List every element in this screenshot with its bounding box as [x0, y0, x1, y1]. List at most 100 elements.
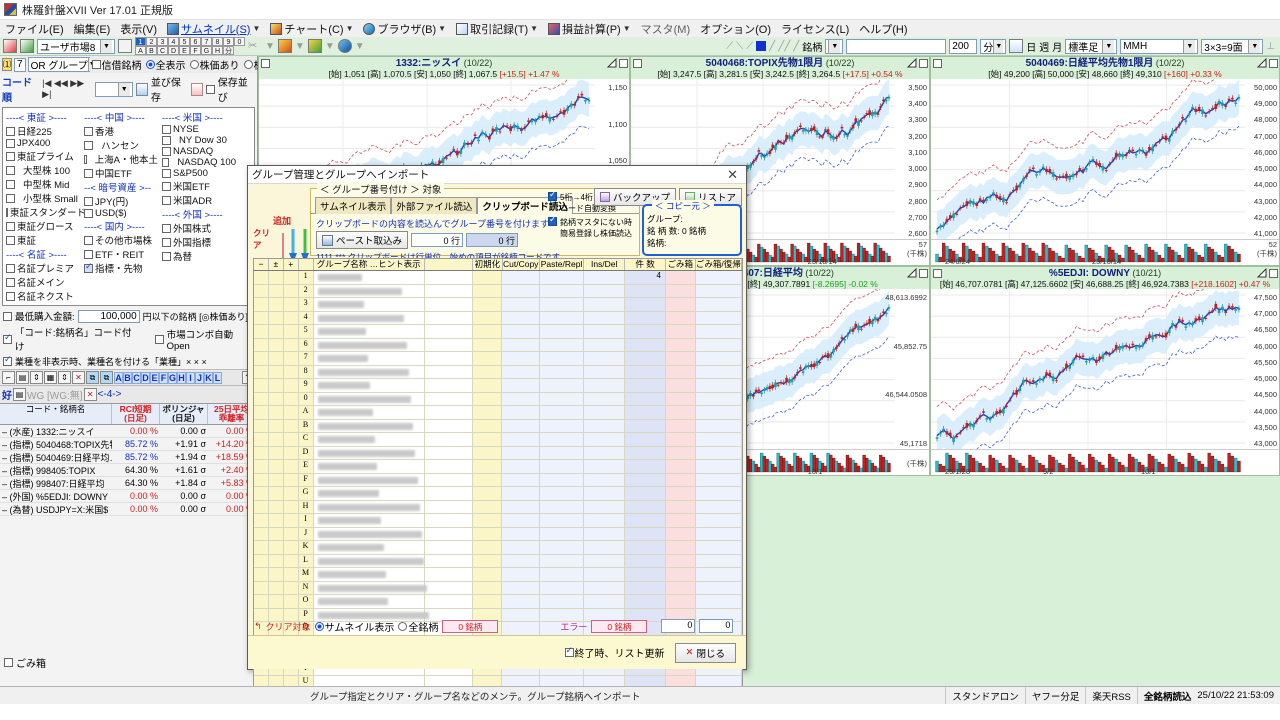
grid-row[interactable]: N [254, 581, 742, 595]
grid-cell[interactable] [584, 311, 625, 324]
grid-cell[interactable] [665, 581, 696, 594]
market-item-1-1[interactable]: 名証メイン [6, 275, 80, 289]
grid-cell[interactable] [424, 392, 473, 405]
list-icon[interactable]: ▦ [44, 371, 57, 384]
market-item-1-2[interactable]: 名証ネクスト [6, 289, 80, 303]
grid-row[interactable]: 6 [254, 338, 742, 352]
grid-cell[interactable] [472, 271, 503, 284]
grid-cell[interactable] [665, 487, 696, 500]
grid-cell[interactable] [665, 311, 696, 324]
grid-cell[interactable] [539, 514, 585, 527]
grid-cell[interactable] [539, 419, 585, 432]
grid-cell[interactable] [283, 365, 299, 378]
grid-cell[interactable] [472, 541, 503, 554]
grid-cell[interactable] [472, 392, 503, 405]
grid-cell[interactable] [624, 352, 666, 365]
grid-cell[interactable] [665, 284, 696, 297]
grid-cell[interactable] [539, 392, 585, 405]
delete-icon[interactable] [3, 39, 17, 53]
clear-radio-thumbnail[interactable]: サムネイル表示 [314, 619, 394, 634]
grid-cell[interactable] [665, 433, 696, 446]
grid-cell[interactable] [313, 595, 425, 608]
market-item-5-3[interactable]: NASDAQ 100 [162, 157, 236, 168]
grid-cell[interactable] [424, 473, 473, 486]
chart-panel-2[interactable]: 5040469:日経平均先物1限月 (10/22) [始] 49,200 [高] … [930, 56, 1280, 266]
grid-cell[interactable] [502, 460, 540, 473]
palette2-icon[interactable] [307, 39, 322, 53]
chevron-down-icon[interactable]: ▼ [622, 24, 631, 33]
grid-cell[interactable] [695, 473, 742, 486]
grid-cell[interactable] [254, 568, 269, 581]
sort-save-icon[interactable] [135, 82, 148, 96]
grid-cell[interactable] [695, 527, 742, 540]
market-item-5-5[interactable]: 米国ETF [162, 179, 236, 193]
grid-cell[interactable] [624, 595, 666, 608]
grid-cell[interactable] [584, 433, 625, 446]
grid-row[interactable]: I [254, 514, 742, 528]
grid-cell[interactable] [584, 581, 625, 594]
grid-cell[interactable] [665, 568, 696, 581]
clear-radio-all[interactable]: 全銘柄 [398, 619, 438, 634]
grid-cell[interactable] [424, 676, 473, 689]
grid-cell[interactable] [313, 581, 427, 594]
letter-tab-C[interactable]: C [132, 371, 141, 384]
grid-cell[interactable] [584, 365, 625, 378]
chart-option-checkbox[interactable] [919, 59, 928, 68]
grid-cell[interactable] [695, 554, 742, 567]
chart-select-checkbox[interactable] [261, 59, 270, 68]
menu-item-9[interactable]: オプション(O) [695, 20, 776, 38]
paste-import-button[interactable]: ペースト取込み [316, 231, 409, 249]
grid-cell[interactable] [283, 554, 299, 567]
grid-row-label[interactable]: 2 [298, 284, 314, 297]
numpad-key-1[interactable]: 1 [135, 37, 146, 46]
grid-row-label[interactable]: U [298, 676, 314, 689]
menu-item-2[interactable]: 表示(V) [115, 20, 162, 38]
grid-cell[interactable] [665, 379, 696, 392]
numpad-key-7[interactable]: 7 [201, 37, 212, 46]
grid-cell[interactable] [424, 568, 473, 581]
grid-row-label[interactable]: 9 [298, 379, 314, 392]
grid-cell[interactable] [539, 676, 585, 689]
grid-cell[interactable] [313, 406, 425, 419]
export-icon[interactable] [20, 39, 34, 53]
grid-cell[interactable] [283, 473, 299, 486]
grid-cell[interactable] [539, 541, 585, 554]
grid-cell[interactable] [472, 487, 503, 500]
grid-row-label[interactable]: A [298, 406, 314, 419]
grid-cell[interactable] [268, 365, 284, 378]
grid-icon[interactable] [118, 39, 132, 53]
grid-cell[interactable] [268, 460, 284, 473]
grid-cell[interactable] [584, 352, 625, 365]
grid-row-label[interactable]: 8 [298, 365, 314, 378]
grid-cell[interactable] [283, 271, 299, 284]
grid-cell[interactable] [313, 325, 425, 338]
chart-option-checkbox[interactable] [619, 59, 628, 68]
grid-cell[interactable] [472, 595, 503, 608]
market-item-5-0[interactable]: NYSE [162, 124, 236, 135]
menu-item-7[interactable]: 損益計算(P) ▼ [543, 20, 636, 38]
grid-cell[interactable] [539, 284, 585, 297]
grid-cell[interactable] [502, 365, 540, 378]
grid-cell[interactable] [665, 541, 696, 554]
import-tab-2[interactable]: クリップボード読込 [477, 197, 573, 214]
grid-cell[interactable] [283, 433, 299, 446]
market-item-4-1[interactable]: ETF・REIT [84, 247, 158, 261]
grid-cell[interactable] [268, 311, 284, 324]
group-mode-select[interactable]: OR グループ▼ [27, 57, 96, 72]
grid-cell[interactable] [472, 352, 503, 365]
grid-row-label[interactable]: C [298, 433, 314, 446]
trend-icon-2[interactable]: ⟍ [736, 40, 744, 52]
grid-cell[interactable] [502, 298, 540, 311]
grid-cell[interactable] [313, 568, 425, 581]
grid-cell[interactable] [313, 352, 425, 365]
grid-cell[interactable] [584, 527, 625, 540]
chart-select-checkbox[interactable] [933, 59, 942, 68]
grid-row-label[interactable]: G [298, 487, 314, 500]
grid-cell[interactable] [624, 487, 666, 500]
grid-cell[interactable] [283, 460, 299, 473]
grid-cell[interactable] [283, 325, 299, 338]
grid-cell[interactable] [624, 298, 666, 311]
grid-cell[interactable] [665, 352, 696, 365]
line-icon-1[interactable]: ╱ [769, 40, 776, 52]
